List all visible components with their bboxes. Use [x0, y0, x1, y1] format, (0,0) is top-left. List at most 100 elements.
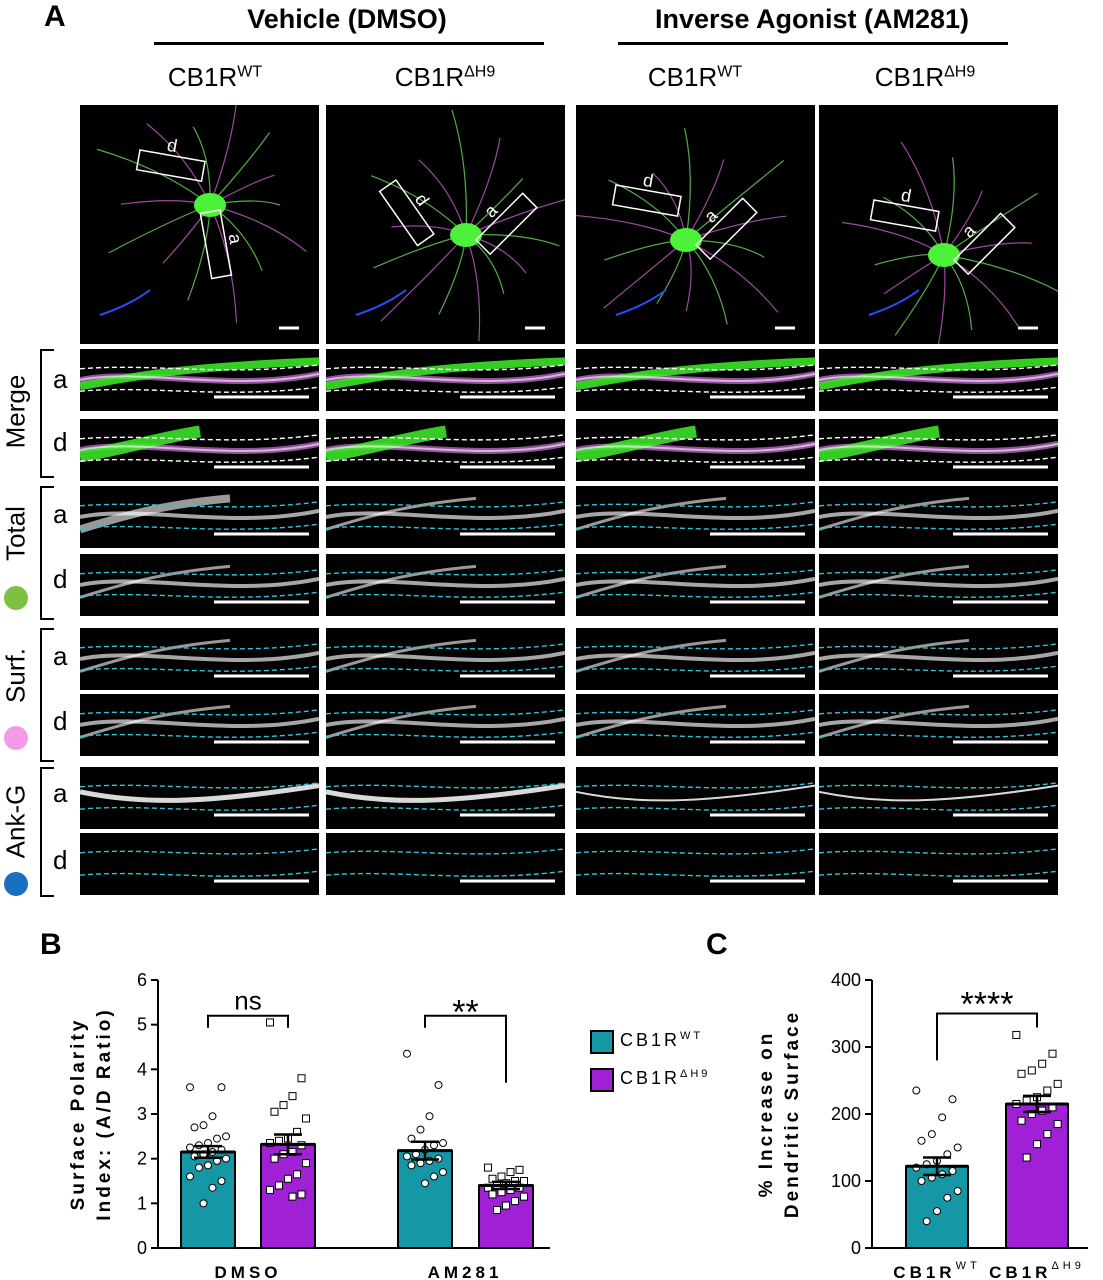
roi-label-axon: a: [225, 232, 247, 246]
group-header-inverse-agonist: Inverse Agonist (AM281): [654, 4, 970, 34]
roi-box-dendrite: d: [135, 135, 206, 183]
data-point: [293, 1170, 301, 1179]
polarity-index-chart: 0 1 2 3 4 5 6 Surface Polarity Index: (A/D Ratio…: [68, 970, 550, 1280]
data-point: [953, 1143, 962, 1152]
data-point: [186, 1172, 194, 1181]
y-tick-label: 0: [137, 1238, 147, 1258]
roi-box-axon: a: [199, 209, 247, 280]
column-label: CB1RΔH9: [874, 62, 976, 92]
panel-b-letter: B: [40, 928, 62, 961]
significance-bracket: [936, 1012, 1038, 1061]
roi-label-axon: a: [700, 205, 722, 227]
roi-box-dendrite: d: [869, 185, 940, 233]
data-point: [217, 1177, 226, 1185]
dendrite-strip-image: [326, 349, 565, 411]
data-point: [948, 1095, 957, 1104]
data-point: [199, 1121, 208, 1130]
dendrite-strip-image: [326, 554, 565, 616]
data-point: [208, 1112, 217, 1121]
data-point: [275, 1181, 283, 1190]
data-point: [953, 1187, 962, 1196]
significance-label: ****: [961, 986, 1014, 1024]
data-point: [204, 1161, 212, 1170]
data-point: [302, 1159, 310, 1168]
data-point: [917, 1177, 926, 1185]
data-point: [270, 1107, 279, 1116]
data-point: [927, 1130, 936, 1139]
dendrite-strip-image: [819, 694, 1058, 756]
data-point: [1017, 1069, 1026, 1078]
data-point: [279, 1101, 288, 1110]
dendrite-strip-image: [819, 419, 1058, 481]
y-tick-label: 400: [831, 970, 861, 990]
data-point: [217, 1083, 226, 1092]
dendrite-strip-image: [326, 628, 565, 690]
significance-bracket: [424, 1014, 507, 1083]
significance-label: ns: [234, 986, 261, 1016]
data-point: [297, 1190, 306, 1199]
y-tick-label: 4: [137, 1059, 147, 1079]
data-point: [403, 1049, 411, 1058]
roi-label-dendrite: d: [900, 185, 913, 206]
y-tick-label: 200: [831, 1104, 861, 1124]
significance-label: **: [452, 994, 478, 1032]
data-point: [1038, 1059, 1047, 1068]
dendritic-increase-chart: 0 100 200 300 400 % Increase on Dendritic Surf…: [756, 970, 1088, 1280]
data-point: [213, 1134, 221, 1143]
bar: [397, 1149, 453, 1249]
x-tick-label: CB1RΔH9: [989, 1260, 1085, 1280]
dendrite-strip-image: [576, 833, 815, 895]
data-point: [520, 1177, 528, 1185]
dendrite-strip-image: [80, 628, 319, 690]
sub-row-label-dendrite: d: [53, 706, 68, 736]
row-label-surface: Surf.: [0, 648, 31, 703]
sub-row-label-dendrite: d: [53, 427, 68, 457]
legend-label-wt: CB1RWT: [620, 1030, 704, 1050]
data-point: [190, 1123, 199, 1132]
data-point: [266, 1018, 274, 1027]
data-point: [288, 1092, 297, 1101]
data-point: [434, 1080, 443, 1089]
roi-box-dendrite: d: [611, 170, 682, 218]
data-point: [288, 1192, 297, 1201]
y-axis-label: % Increase on: [756, 1031, 777, 1198]
total-channel-dot-icon: [4, 586, 28, 610]
dendrite-strip-image: [819, 767, 1058, 829]
dendrite-strip-image: [819, 349, 1058, 411]
column-label: CB1RWT: [647, 62, 743, 92]
row-bracket-surface: [40, 628, 54, 762]
data-point: [208, 1183, 217, 1192]
dendrite-strip-image: [80, 767, 319, 829]
y-tick-label: 2: [137, 1149, 147, 1169]
data-point: [199, 1199, 208, 1208]
group-header-vehicle: Vehicle (DMSO): [247, 4, 447, 34]
y-axis-label: Dendritic Surface: [782, 1010, 803, 1218]
soma: [670, 228, 702, 252]
group-header-rule: [154, 42, 544, 45]
column-label: CB1RΔH9: [394, 62, 496, 92]
surface-channel-dot-icon: [4, 726, 28, 750]
dendrite-strip-image: [576, 349, 815, 411]
data-point: [506, 1168, 515, 1177]
dendrite-strip-image: [326, 486, 565, 548]
sub-row-label-axon: a: [53, 778, 68, 808]
legend-swatch-wt: [590, 1030, 614, 1054]
y-tick-label: 100: [831, 1171, 861, 1191]
soma: [928, 243, 960, 267]
x-tick-label: DMSO: [215, 1263, 282, 1280]
roi-label-axon: a: [958, 220, 980, 242]
data-point: [403, 1152, 411, 1161]
data-point: [430, 1172, 438, 1181]
group-header-rule: [618, 42, 1008, 45]
row-bracket-merge: [40, 349, 54, 478]
y-tick-label: 300: [831, 1037, 861, 1057]
dendrite-strip-image: [576, 767, 815, 829]
dendrite-strip-image: [80, 833, 319, 895]
roi-label-dendrite: d: [642, 170, 655, 191]
data-point: [266, 1185, 274, 1194]
data-point: [270, 1154, 279, 1163]
data-point: [1027, 1066, 1036, 1075]
data-point: [186, 1143, 194, 1152]
dendrite-strip-image: [80, 486, 319, 548]
